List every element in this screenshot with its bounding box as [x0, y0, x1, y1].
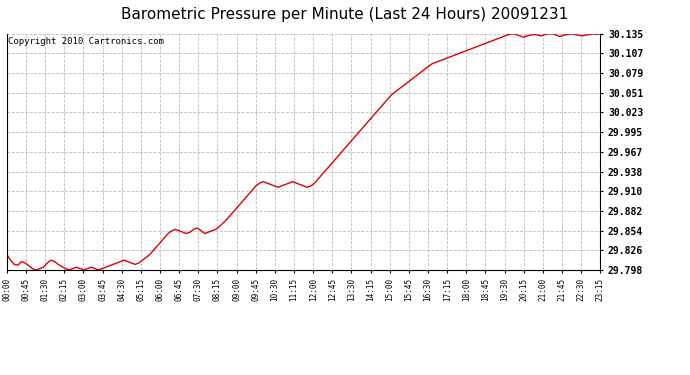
Text: Copyright 2010 Cartronics.com: Copyright 2010 Cartronics.com: [8, 37, 164, 46]
Text: Barometric Pressure per Minute (Last 24 Hours) 20091231: Barometric Pressure per Minute (Last 24 …: [121, 8, 569, 22]
